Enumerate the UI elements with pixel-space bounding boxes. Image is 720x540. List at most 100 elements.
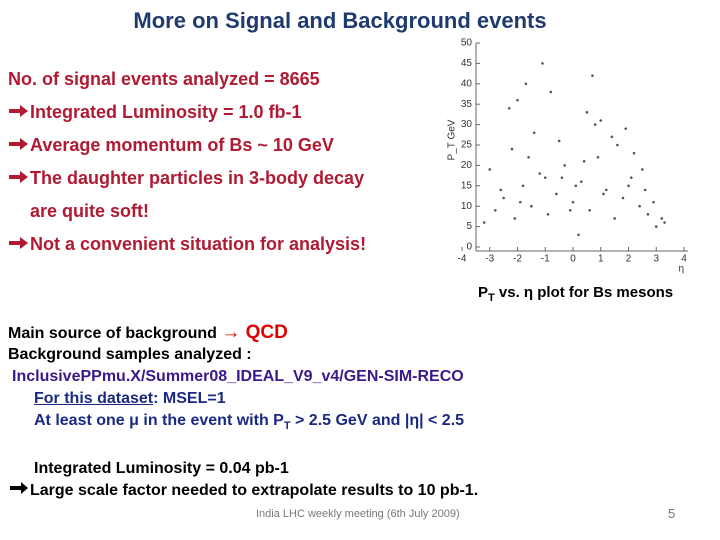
point [624,127,628,130]
x-tick-label: -1 [541,254,550,265]
y-tick-label: 30 [461,119,473,130]
point [605,188,608,192]
bullet-text: are quite soft! [30,201,150,221]
point [616,143,619,147]
bullet: The daughter particles in 3-body decay [8,165,366,198]
bullet: Average momentum of Bs ~ 10 GeV [8,132,366,165]
point [563,164,566,167]
line: Integrated Luminosity = 0.04 pb-1 [34,460,289,477]
point [530,204,533,208]
line: InclusivePPmu.X/Summer08_IDEAL_V9_v4/GEN… [12,368,464,385]
arrow-icon [9,138,28,150]
background-info: Main source of background → QCD Backgrou… [8,322,478,502]
y-tick-label: 45 [461,58,473,69]
point [549,90,553,94]
bullet: are quite soft! [8,198,366,231]
point [610,135,614,139]
y-tick-label: 10 [461,201,473,212]
point [516,98,519,102]
y-axis-label: P_T GeV [447,119,458,160]
point [574,184,578,188]
x-tick-label: 0 [570,254,576,265]
y-tick-label: 20 [461,160,473,171]
point [632,151,636,155]
point [643,188,647,192]
bullet: Integrated Luminosity = 1.0 fb-1 [8,99,366,132]
point [541,62,544,65]
x-tick-label: -4 [458,254,467,265]
caption-text: vs. η plot for Bs mesons [494,284,674,301]
text: Main source of background [8,325,222,342]
point [596,155,600,159]
point [546,213,550,216]
point [488,168,492,171]
point [557,139,561,143]
point [543,176,547,179]
plot-caption: PT vs. η plot for Bs mesons [478,284,673,304]
point [654,225,658,228]
point [652,200,655,204]
x-tick-label: -2 [513,254,522,265]
point [613,217,616,220]
point [621,196,625,200]
spacer [8,432,478,458]
x-axis-label: η [678,264,684,275]
point [510,147,514,151]
line: For this dataset: MSEL=1 [8,388,478,410]
scatter-plot: 0 5 10 15 20 25 30 35 40 45 50 -4 -3 -2 -1 0 1 2 3 4η P_T Ge… [447,38,688,275]
caption-text: P [478,284,489,301]
text: > 2.5 GeV and |η| < 2.5 [290,412,465,429]
point [599,119,603,122]
page-number: 5 [668,506,676,521]
line: Main source of background → QCD [8,322,478,344]
bullet: Not a convenient situation for analysis! [8,231,366,264]
point [527,155,530,159]
x-tick-label: 2 [626,254,632,265]
arrow-icon [9,237,28,249]
arrow-icon [10,482,28,494]
caption-sub: T [488,292,495,304]
x-tick-label: 1 [598,254,604,265]
y-tick-label: 50 [461,38,473,49]
point [591,74,594,77]
point [568,208,572,212]
point [646,213,650,216]
point [629,176,633,179]
point [582,160,586,163]
point [518,200,522,204]
point [524,82,528,86]
point [577,233,580,237]
y-tick-label: 15 [461,180,473,191]
point [663,221,666,224]
y-tick-label: 5 [466,221,472,232]
x-tick-label: -3 [485,254,494,265]
bullet-text: Average momentum of Bs ~ 10 GeV [30,135,334,155]
point [571,200,575,204]
y-tick-label: 35 [461,99,473,110]
point [513,217,517,220]
arrow: → [221,322,241,343]
text: At least one μ in the event with P [34,412,284,429]
x-tick-label: 3 [653,254,659,265]
bullet-list: No. of signal events analyzed = 8665 Inte… [8,66,366,264]
point [638,204,641,208]
bullet: No. of signal events analyzed = 8665 [8,66,366,99]
bullet-text: The daughter particles in 3-body decay [30,168,365,188]
point [660,217,664,220]
bullet-text: No. of signal events analyzed = 8665 [8,69,320,89]
point [502,196,505,200]
arrow-icon [9,105,28,117]
qcd: QCD [240,322,288,343]
bullet-text: Not a convenient situation for analysis! [30,234,367,254]
slide-title: More on Signal and Background events [133,8,547,33]
bullet-text: Integrated Luminosity = 1.0 fb-1 [30,102,302,122]
footer: India LHC weekly meeting (6th July 2009) [256,508,460,520]
sub: T [283,420,291,433]
arrow-icon [9,171,28,183]
text: Large scale factor needed to extrapolate… [30,482,479,499]
point [482,221,486,224]
y-tick-label: 0 [466,242,472,253]
x-tick-label: 4 [681,254,687,265]
line: At least one μ in the event with PT > 2.… [8,410,478,432]
